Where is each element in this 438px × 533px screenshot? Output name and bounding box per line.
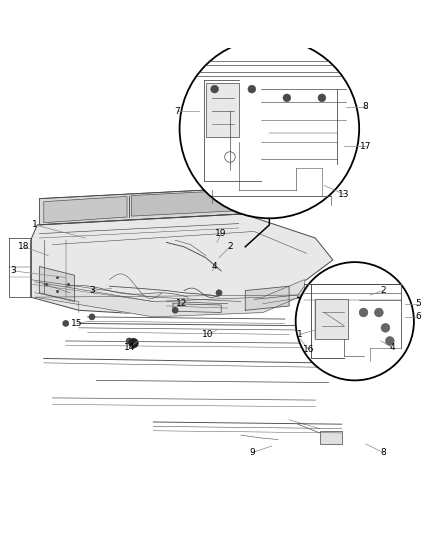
Text: 1: 1 bbox=[297, 330, 303, 339]
Circle shape bbox=[129, 339, 138, 348]
Circle shape bbox=[211, 85, 219, 93]
Text: 18: 18 bbox=[18, 243, 30, 251]
Text: 4: 4 bbox=[212, 262, 217, 271]
Text: 3: 3 bbox=[89, 286, 95, 295]
Text: 3: 3 bbox=[10, 266, 16, 276]
Circle shape bbox=[359, 308, 368, 317]
Text: 12: 12 bbox=[176, 299, 187, 308]
Circle shape bbox=[283, 94, 291, 102]
Text: 7: 7 bbox=[174, 107, 180, 116]
Bar bbox=[320, 431, 342, 444]
Polygon shape bbox=[39, 266, 74, 302]
Text: 17: 17 bbox=[360, 142, 371, 150]
Circle shape bbox=[173, 308, 178, 313]
Polygon shape bbox=[245, 286, 289, 310]
Polygon shape bbox=[31, 214, 333, 314]
Circle shape bbox=[63, 321, 68, 326]
Text: 13: 13 bbox=[338, 190, 350, 199]
Circle shape bbox=[385, 336, 394, 345]
Text: 6: 6 bbox=[415, 312, 421, 321]
Text: 15: 15 bbox=[71, 319, 82, 328]
Text: 5: 5 bbox=[415, 299, 421, 308]
Polygon shape bbox=[35, 280, 304, 317]
Text: 16: 16 bbox=[303, 345, 314, 354]
Circle shape bbox=[374, 308, 383, 317]
Text: 14: 14 bbox=[124, 343, 135, 352]
Text: 1: 1 bbox=[32, 220, 38, 229]
Circle shape bbox=[127, 338, 132, 344]
Circle shape bbox=[248, 85, 256, 93]
Text: 8: 8 bbox=[380, 448, 386, 457]
Circle shape bbox=[216, 290, 222, 295]
Text: 9: 9 bbox=[249, 448, 255, 457]
Circle shape bbox=[89, 314, 95, 319]
Text: 4: 4 bbox=[389, 343, 395, 352]
Text: 10: 10 bbox=[202, 330, 214, 339]
Polygon shape bbox=[44, 197, 127, 223]
Text: 2: 2 bbox=[227, 243, 233, 251]
Circle shape bbox=[296, 262, 414, 381]
Text: 19: 19 bbox=[215, 229, 227, 238]
Polygon shape bbox=[131, 190, 243, 216]
Bar bbox=[315, 300, 348, 339]
Circle shape bbox=[180, 39, 359, 219]
Text: 8: 8 bbox=[363, 102, 369, 111]
Text: 2: 2 bbox=[381, 286, 386, 295]
Polygon shape bbox=[39, 188, 263, 225]
Circle shape bbox=[381, 324, 390, 332]
Circle shape bbox=[318, 94, 326, 102]
FancyBboxPatch shape bbox=[206, 83, 239, 138]
